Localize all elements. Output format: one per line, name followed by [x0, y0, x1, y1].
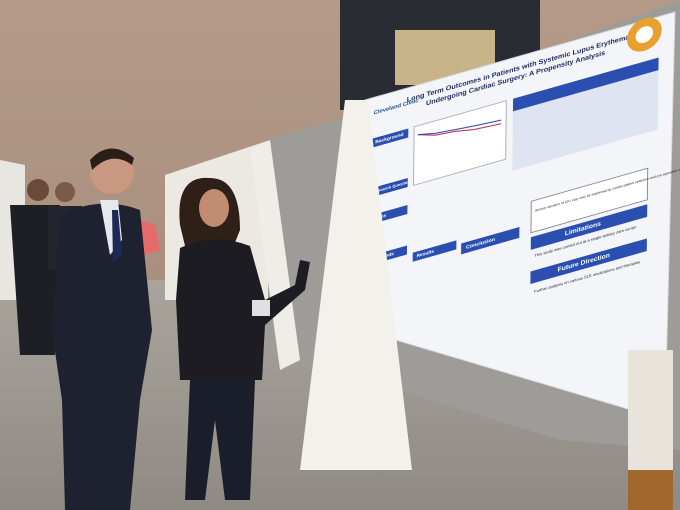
tube-cap — [628, 470, 673, 510]
curve — [417, 119, 502, 136]
section-bar — [412, 240, 457, 262]
board-stand — [300, 100, 412, 470]
table-header — [512, 57, 659, 112]
section-bar — [530, 204, 648, 250]
logo-center — [635, 26, 654, 44]
discussion-box — [530, 167, 649, 234]
man-in-suit — [52, 148, 152, 510]
presenter — [176, 177, 310, 500]
bystander — [10, 179, 60, 355]
survival-table — [512, 57, 659, 171]
section-title: Results — [417, 249, 435, 260]
survival-chart — [413, 100, 507, 186]
section-bar — [530, 238, 647, 285]
section-bar — [461, 227, 520, 255]
section-bar — [370, 177, 408, 198]
curve — [417, 123, 502, 136]
section-bar — [371, 128, 409, 148]
board-stand — [250, 140, 300, 370]
